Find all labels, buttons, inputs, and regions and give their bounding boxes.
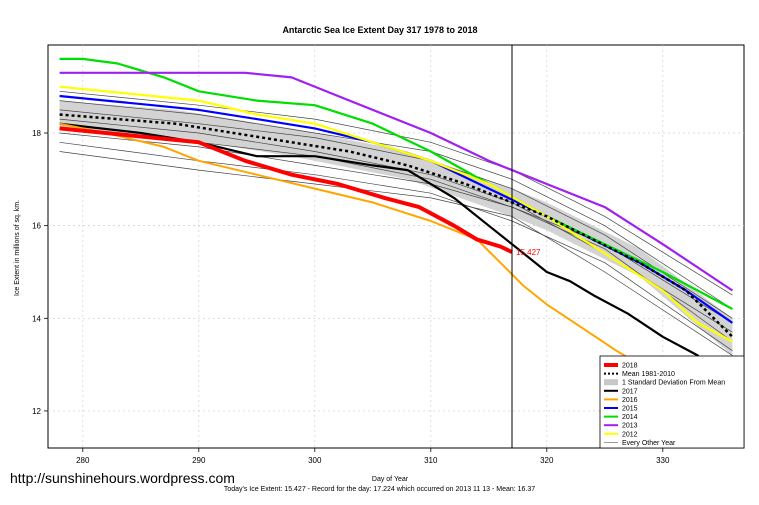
series-line-2018 bbox=[59, 126, 513, 254]
footer-stats: Today's Ice Extent: 15.427 - Record for … bbox=[223, 486, 536, 493]
y-tick-label: 18 bbox=[32, 129, 41, 138]
other-year-line bbox=[59, 151, 733, 356]
legend-label: 2013 bbox=[622, 423, 638, 430]
legend-label: 1 Standard Deviation From Mean bbox=[622, 380, 725, 387]
y-tick-label: 16 bbox=[32, 222, 41, 231]
other-year-line bbox=[59, 90, 733, 296]
series-line-2013 bbox=[59, 71, 734, 292]
legend-label: 2017 bbox=[622, 388, 638, 395]
legend-swatch bbox=[604, 379, 618, 386]
x-tick-label: 280 bbox=[76, 456, 90, 465]
current-value-label: 15.427 bbox=[516, 248, 541, 257]
x-tick-label: 330 bbox=[656, 456, 670, 465]
x-ticks: 280 290 300 310 320 330 bbox=[76, 448, 670, 465]
legend-label: 2015 bbox=[622, 406, 638, 413]
legend-label: 2018 bbox=[622, 363, 638, 370]
x-tick-label: 300 bbox=[308, 456, 322, 465]
x-axis-label: Day of Year bbox=[372, 476, 409, 483]
legend-box bbox=[599, 355, 745, 449]
y-tick-label: 14 bbox=[32, 314, 41, 323]
y-tick-label: 12 bbox=[32, 407, 41, 416]
y-ticks: 12 14 16 18 bbox=[32, 129, 48, 416]
legend-label: Mean 1981-2010 bbox=[622, 371, 675, 378]
series-line-mean-1981-2010 bbox=[59, 113, 734, 338]
x-tick-label: 320 bbox=[540, 456, 554, 465]
y-axis-label: Ice Extent in millions of sq. km. bbox=[14, 200, 21, 296]
chart-title: Antarctic Sea Ice Extent Day 317 1978 to… bbox=[282, 25, 477, 35]
watermark: http://sunshinehours.wordpress.com bbox=[10, 470, 235, 486]
series-line-2017 bbox=[59, 122, 734, 389]
legend-label: 2016 bbox=[622, 397, 638, 404]
legend-label: 2012 bbox=[622, 431, 638, 438]
legend-label: Every Other Year bbox=[622, 440, 676, 447]
legend-label: 2014 bbox=[622, 414, 638, 421]
x-tick-label: 290 bbox=[192, 456, 206, 465]
series-line-2012 bbox=[59, 85, 733, 343]
x-tick-label: 310 bbox=[424, 456, 438, 465]
